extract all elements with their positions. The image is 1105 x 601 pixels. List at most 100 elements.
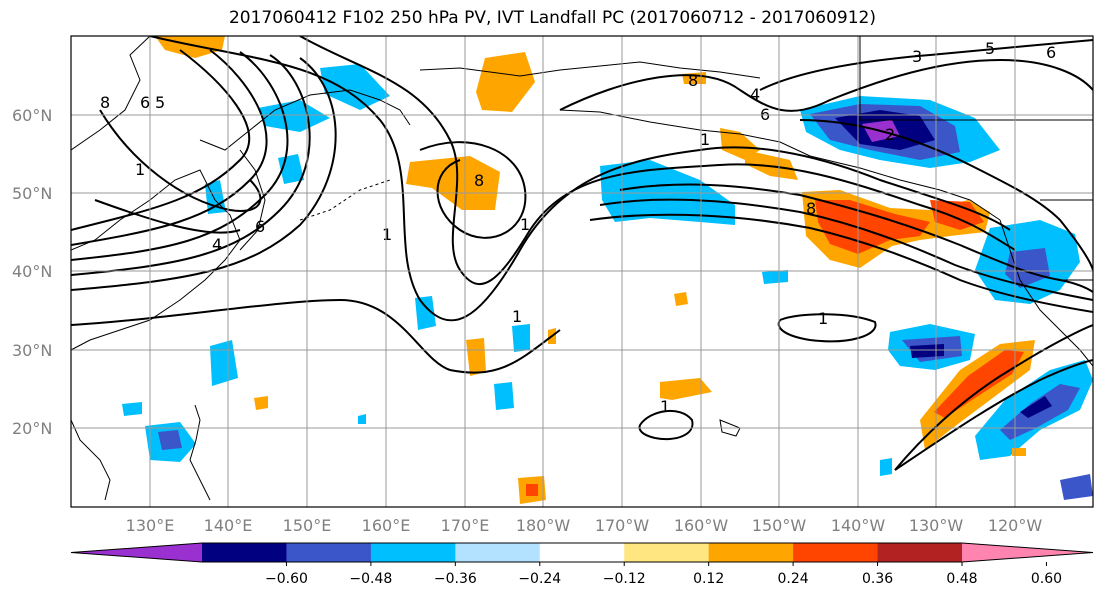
coastline: [559, 109, 1001, 221]
colorbar-tick-label: −0.36: [434, 571, 477, 587]
colorbar-extend-min: [71, 543, 202, 562]
contour-label: 1: [818, 309, 828, 328]
colorbar-tick-label: −0.48: [349, 571, 392, 587]
lon-label: 130°E: [126, 516, 175, 535]
positive-anomaly-patch: [745, 150, 798, 180]
contour-label: 8: [100, 93, 110, 112]
colorbar: −0.60 −0.48 −0.36 −0.24 −0.12 0.12 0.24 0.36 0.4…: [70, 542, 1094, 587]
lon-label: 130°W: [909, 516, 964, 535]
contour-label: 6: [140, 93, 150, 112]
contour-label: 5: [985, 39, 995, 58]
pv-contour: [71, 49, 268, 246]
graticule: [71, 36, 1093, 507]
colorbar-tick-label: −0.12: [603, 571, 646, 587]
coastline: [71, 169, 241, 351]
positive-anomaly-patch: [930, 200, 984, 230]
contour-labels: 8 6 5 1 4 6 1 8 1 1 1 4 6 8 3 5 6 1 1 2 …: [100, 39, 1056, 416]
lat-label: 30°N: [12, 341, 52, 360]
positive-anomaly-patch: [254, 396, 268, 410]
positive-anomaly-patch: [406, 156, 500, 210]
contour-label: 1: [520, 215, 530, 234]
positive-anomaly-patch: [466, 338, 486, 376]
pv-contour: [71, 298, 561, 374]
pv-contour: [99, 109, 262, 212]
coastline: [199, 89, 411, 151]
positive-anomaly-patch: [674, 292, 688, 306]
pv-contour: [894, 324, 1093, 471]
positive-anomaly-patch: [934, 350, 1024, 418]
contour-label: 1: [660, 397, 670, 416]
pv-contour: [799, 119, 1093, 271]
colorbar-segment: [877, 543, 963, 562]
contour-label: 4: [750, 85, 760, 104]
contour-label: 6: [1046, 43, 1056, 62]
negative-anomaly-patch: [762, 270, 788, 284]
colorbar-segment: [793, 543, 879, 562]
negative-anomaly-patch: [494, 382, 514, 410]
negative-anomaly-patch: [158, 430, 182, 450]
colorbar-extend-max: [962, 543, 1093, 562]
colorbar-segment: [708, 543, 794, 562]
contour-label: 8: [688, 71, 698, 90]
lat-label: 40°N: [12, 262, 52, 281]
contour-label: 5: [155, 93, 165, 112]
pv-contour: [299, 36, 1016, 286]
colorbar-segment: [202, 543, 287, 562]
coastline: [71, 36, 151, 151]
pv-contour: [777, 313, 877, 343]
pv-contour: [894, 359, 1093, 471]
lon-label: 140°E: [204, 516, 253, 535]
negative-anomaly-patch: [910, 344, 944, 358]
colorbar-tick-label: −0.60: [265, 571, 308, 587]
lon-label: 140°W: [831, 516, 886, 535]
negative-anomaly-patch: [1060, 474, 1093, 500]
contour-label: 1: [700, 130, 710, 149]
lat-label: 50°N: [12, 184, 52, 203]
negative-anomaly-patch: [415, 296, 436, 330]
lat-label: 20°N: [12, 419, 52, 438]
contour-label: 8: [474, 171, 484, 190]
colorbar-segment: [286, 543, 372, 562]
lon-label: 160°E: [362, 516, 411, 535]
coastline: [419, 61, 761, 79]
lon-label: 150°E: [283, 516, 332, 535]
positive-anomaly-patch: [1012, 448, 1026, 456]
pv-contour: [759, 39, 1093, 91]
colorbar-outline: [70, 542, 1094, 563]
pv-contour: [599, 198, 1093, 301]
pv-contour: [419, 141, 527, 239]
positive-anomaly-patch: [526, 484, 538, 496]
lon-label: 120°W: [988, 516, 1043, 535]
colorbar-segment: [539, 543, 625, 562]
lon-label: 170°W: [595, 516, 650, 535]
contour-label: 1: [382, 225, 392, 244]
pv-contour: [71, 54, 311, 276]
pv-contour: [149, 36, 1011, 322]
contour-label: 6: [255, 217, 265, 236]
colorbar-tick-label: 0.24: [778, 571, 809, 587]
positive-anomaly-patch: [660, 378, 712, 400]
negative-anomaly-patch: [880, 458, 892, 476]
coastline: [71, 419, 111, 501]
lon-label: 150°W: [752, 516, 807, 535]
contour-label: 3: [912, 47, 922, 66]
negative-anomaly-patch: [258, 100, 330, 132]
negative-anomaly-patch: [1005, 248, 1050, 288]
lat-label: 60°N: [12, 106, 52, 125]
lon-label: 180°W: [516, 516, 571, 535]
lon-label: 170°E: [441, 516, 490, 535]
map-frame: [70, 35, 1094, 508]
negative-anomaly-patch: [122, 402, 142, 416]
contour-label: 8: [806, 199, 816, 218]
negative-anomaly-patch: [358, 414, 366, 424]
colorbar-tick-label: 0.12: [693, 571, 724, 587]
negative-anomaly-patch: [512, 324, 530, 352]
island-chain: [299, 179, 391, 221]
negative-anomaly-patch: [320, 64, 390, 110]
pv-contour: [71, 57, 337, 291]
positive-anomaly-patch: [815, 200, 930, 254]
lon-label: 160°W: [674, 516, 729, 535]
pv-contour: [559, 58, 1093, 112]
coastline: [239, 149, 266, 251]
